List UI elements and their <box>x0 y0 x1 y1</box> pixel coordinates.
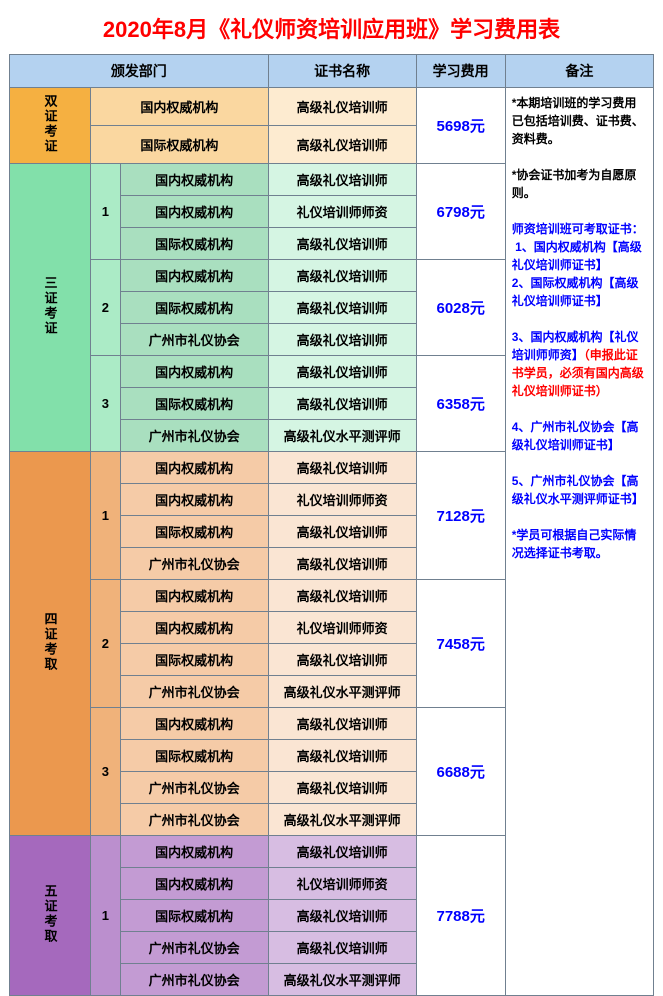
dept-cell: 国际权威机构 <box>120 644 268 676</box>
fee-cell: 5698元 <box>416 88 505 164</box>
table-row: 双证考证国内权威机构高级礼仪培训师5698元*本期培训班的学习费用已包括培训费、… <box>10 88 654 126</box>
group-num: 1 <box>91 836 121 996</box>
cert-cell: 高级礼仪培训师 <box>268 836 416 868</box>
cert-cell: 高级礼仪水平测评师 <box>268 964 416 996</box>
dept-cell: 广州市礼仪协会 <box>120 324 268 356</box>
cert-cell: 礼仪培训师师资 <box>268 868 416 900</box>
dept-cell: 国际权威机构 <box>120 740 268 772</box>
dept-cell: 国内权威机构 <box>120 836 268 868</box>
category-cell: 双证考证 <box>10 88 91 164</box>
cert-cell: 高级礼仪培训师 <box>268 260 416 292</box>
dept-cell: 国际权威机构 <box>91 126 269 164</box>
fee-table: 颁发部门证书名称学习费用备注双证考证国内权威机构高级礼仪培训师5698元*本期培… <box>9 54 654 996</box>
cert-cell: 高级礼仪水平测评师 <box>268 804 416 836</box>
dept-cell: 国际权威机构 <box>120 900 268 932</box>
cert-cell: 高级礼仪水平测评师 <box>268 676 416 708</box>
cert-cell: 礼仪培训师师资 <box>268 612 416 644</box>
dept-cell: 广州市礼仪协会 <box>120 676 268 708</box>
dept-cell: 国内权威机构 <box>120 356 268 388</box>
header-cert: 证书名称 <box>268 55 416 88</box>
fee-cell: 7788元 <box>416 836 505 996</box>
cert-cell: 高级礼仪培训师 <box>268 228 416 260</box>
dept-cell: 广州市礼仪协会 <box>120 548 268 580</box>
cert-cell: 高级礼仪培训师 <box>268 900 416 932</box>
group-num: 3 <box>91 356 121 452</box>
cert-cell: 高级礼仪培训师 <box>268 932 416 964</box>
fee-cell: 6358元 <box>416 356 505 452</box>
fee-cell: 6028元 <box>416 260 505 356</box>
group-num: 3 <box>91 708 121 836</box>
dept-cell: 国际权威机构 <box>120 516 268 548</box>
dept-cell: 国内权威机构 <box>120 612 268 644</box>
remark-cell: *本期培训班的学习费用已包括培训费、证书费、资料费。 *协会证书加考为自愿原则。… <box>505 88 653 996</box>
fee-cell: 7128元 <box>416 452 505 580</box>
cert-cell: 高级礼仪培训师 <box>268 356 416 388</box>
dept-cell: 广州市礼仪协会 <box>120 964 268 996</box>
cert-cell: 高级礼仪培训师 <box>268 740 416 772</box>
page-title: 2020年8月《礼仪师资培训应用班》学习费用表 <box>0 0 663 54</box>
dept-cell: 国内权威机构 <box>120 580 268 612</box>
group-num: 2 <box>91 260 121 356</box>
dept-cell: 国际权威机构 <box>120 228 268 260</box>
cert-cell: 高级礼仪培训师 <box>268 388 416 420</box>
cert-cell: 高级礼仪培训师 <box>268 88 416 126</box>
cert-cell: 高级礼仪培训师 <box>268 644 416 676</box>
category-cell: 四证考取 <box>10 452 91 836</box>
dept-cell: 国内权威机构 <box>120 164 268 196</box>
dept-cell: 广州市礼仪协会 <box>120 804 268 836</box>
dept-cell: 国际权威机构 <box>120 388 268 420</box>
dept-cell: 国际权威机构 <box>120 292 268 324</box>
cert-cell: 高级礼仪水平测评师 <box>268 420 416 452</box>
dept-cell: 国内权威机构 <box>91 88 269 126</box>
dept-cell: 国内权威机构 <box>120 484 268 516</box>
cert-cell: 高级礼仪培训师 <box>268 452 416 484</box>
cert-cell: 礼仪培训师师资 <box>268 196 416 228</box>
group-num: 1 <box>91 452 121 580</box>
header-dept: 颁发部门 <box>10 55 269 88</box>
cert-cell: 高级礼仪培训师 <box>268 126 416 164</box>
dept-cell: 国内权威机构 <box>120 260 268 292</box>
category-cell: 五证考取 <box>10 836 91 996</box>
cert-cell: 高级礼仪培训师 <box>268 292 416 324</box>
dept-cell: 国内权威机构 <box>120 708 268 740</box>
dept-cell: 广州市礼仪协会 <box>120 932 268 964</box>
dept-cell: 国内权威机构 <box>120 452 268 484</box>
group-num: 2 <box>91 580 121 708</box>
group-num: 1 <box>91 164 121 260</box>
header-fee: 学习费用 <box>416 55 505 88</box>
cert-cell: 高级礼仪培训师 <box>268 580 416 612</box>
fee-cell: 7458元 <box>416 580 505 708</box>
cert-cell: 高级礼仪培训师 <box>268 708 416 740</box>
cert-cell: 高级礼仪培训师 <box>268 324 416 356</box>
dept-cell: 广州市礼仪协会 <box>120 420 268 452</box>
cert-cell: 高级礼仪培训师 <box>268 772 416 804</box>
cert-cell: 高级礼仪培训师 <box>268 164 416 196</box>
fee-cell: 6688元 <box>416 708 505 836</box>
dept-cell: 国内权威机构 <box>120 868 268 900</box>
header-remark: 备注 <box>505 55 653 88</box>
dept-cell: 广州市礼仪协会 <box>120 772 268 804</box>
fee-cell: 6798元 <box>416 164 505 260</box>
cert-cell: 高级礼仪培训师 <box>268 516 416 548</box>
dept-cell: 国内权威机构 <box>120 196 268 228</box>
cert-cell: 礼仪培训师师资 <box>268 484 416 516</box>
category-cell: 三证考证 <box>10 164 91 452</box>
cert-cell: 高级礼仪培训师 <box>268 548 416 580</box>
